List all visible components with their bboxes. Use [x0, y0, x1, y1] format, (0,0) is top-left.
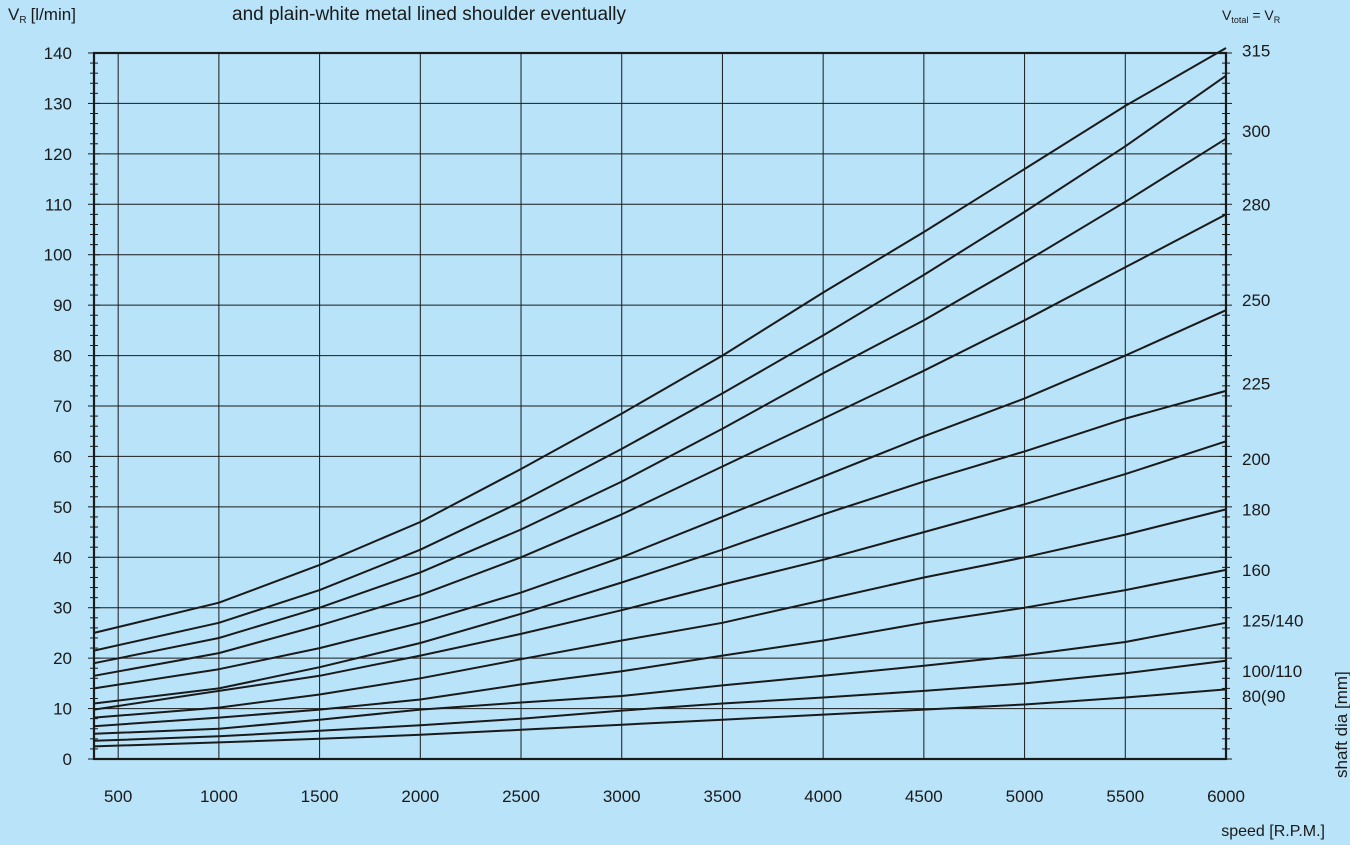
y-tick-label: 70: [53, 397, 72, 416]
y-axis-label: VR [l/min]: [8, 5, 76, 26]
series-line-2: [93, 621, 1227, 735]
x-tick-label: 2000: [401, 787, 439, 806]
shaft-dia-label: 315: [1242, 41, 1270, 60]
y-tick-label: 80: [53, 347, 72, 366]
series-line-8: [93, 213, 1227, 677]
y-tick-label: 50: [53, 498, 72, 517]
series-line-4: [93, 508, 1227, 719]
shaft-dia-label: 200: [1242, 450, 1270, 469]
shaft-dia-label: 100/110: [1242, 662, 1302, 681]
series-line-6: [93, 389, 1227, 705]
shaft-dia-label: 160: [1242, 561, 1270, 580]
x-tick-label: 5000: [1006, 787, 1044, 806]
shaft-dia-label: 125/140: [1242, 611, 1303, 630]
x-tick-label: 5500: [1106, 787, 1144, 806]
y-tick-label: 10: [53, 700, 72, 719]
x-tick-label: 3500: [704, 787, 742, 806]
chart-title: and plain-white metal lined shoulder eve…: [232, 4, 626, 25]
shaft-dia-label: 180: [1242, 500, 1270, 519]
series-line-9: [93, 137, 1227, 665]
series-line-3: [93, 568, 1227, 728]
series-line-1: [93, 659, 1227, 742]
y-tick-label: 60: [53, 447, 72, 466]
labels: and plain-white metal lined shoulder eve…: [8, 4, 1350, 840]
series-line-0: [93, 688, 1227, 748]
x-tick-label: 3000: [603, 787, 641, 806]
series-lines: [93, 47, 1227, 748]
x-tick-label: 1000: [200, 787, 238, 806]
y-tick-label: 130: [44, 94, 72, 113]
series-line-10: [93, 74, 1227, 652]
y-tick-label: 20: [53, 649, 72, 668]
x-tick-label: 500: [104, 787, 132, 806]
y-tick-label: 30: [53, 599, 72, 618]
y-tick-label: 40: [53, 548, 72, 567]
shaft-dia-label: 250: [1242, 291, 1270, 310]
y-tick-label: 90: [53, 296, 72, 315]
grid: [94, 53, 1227, 759]
series-line-7: [93, 309, 1227, 690]
shaft-dia-label: 225: [1242, 374, 1270, 393]
x-tick-label: 2500: [502, 787, 540, 806]
x-tick-label: 4500: [905, 787, 943, 806]
y-tick-label: 0: [63, 750, 72, 769]
y-tick-label: 140: [44, 44, 72, 63]
right-axis-label: shaft dia [mm]: [1332, 671, 1350, 778]
shaft-dia-label: 300: [1242, 122, 1270, 141]
total-flow-label: Vtotal = VR: [1222, 7, 1281, 25]
x-tick-label: 4000: [804, 787, 842, 806]
shaft-dia-label: 80(90: [1242, 687, 1285, 706]
series-line-11: [93, 47, 1227, 634]
y-tick-label: 110: [45, 195, 72, 214]
shaft-dia-label: 280: [1242, 195, 1270, 214]
x-tick-label: 1500: [301, 787, 339, 806]
y-tick-label: 100: [44, 246, 72, 265]
series-line-5: [93, 440, 1227, 711]
x-tick-label: 6000: [1207, 787, 1245, 806]
x-axis-label: speed [R.P.M.]: [1221, 823, 1325, 840]
ticks: [88, 52, 1232, 760]
y-tick-label: 120: [44, 145, 72, 164]
